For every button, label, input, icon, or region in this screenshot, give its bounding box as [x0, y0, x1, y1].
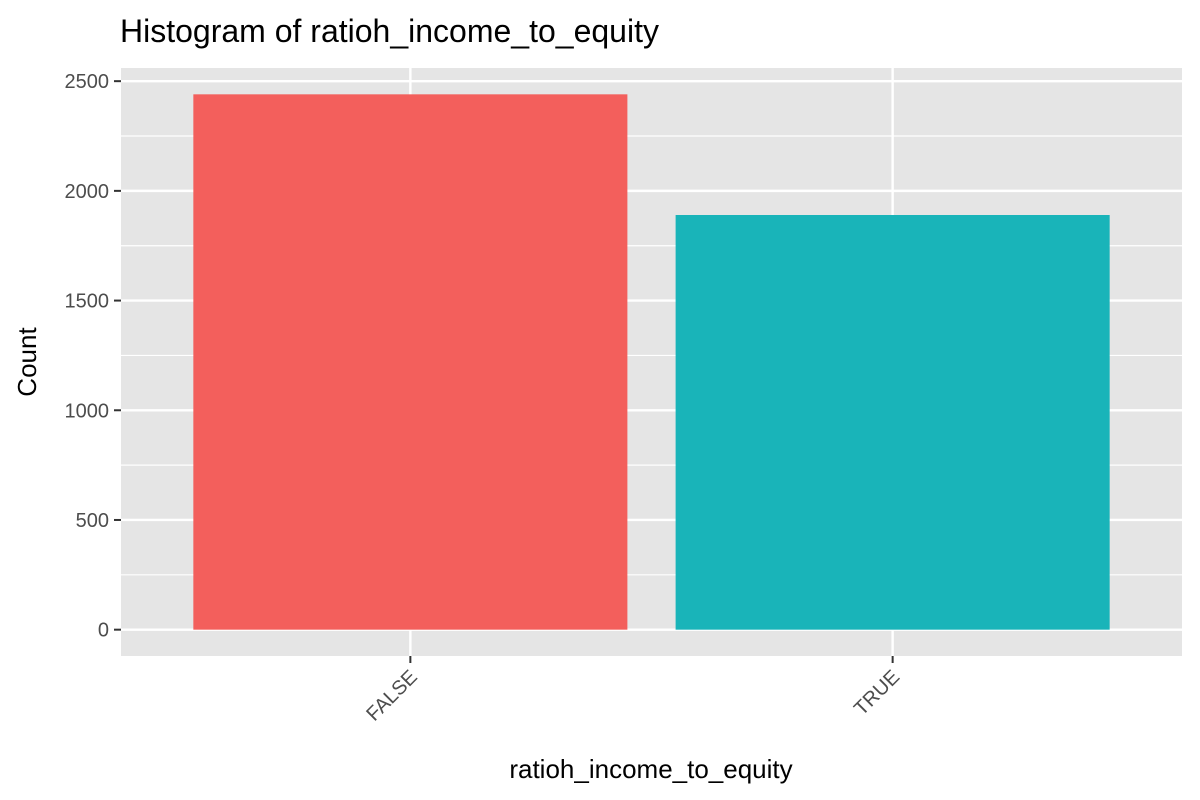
bars: [193, 94, 1110, 630]
x-tick-label: FALSE: [362, 666, 422, 726]
y-tick-label: 2000: [65, 181, 110, 203]
y-tick-label: 2500: [65, 71, 110, 93]
x-tick-label: TRUE: [850, 666, 904, 720]
y-axis: 0 500 1000 1500 2000 2500: [65, 71, 121, 642]
bar-true: [675, 215, 1110, 630]
y-tick-label: 1500: [65, 291, 110, 313]
y-axis-title: Count: [12, 327, 42, 397]
x-axis-title: ratioh_income_to_equity: [509, 754, 792, 784]
y-tick-label: 0: [98, 620, 109, 642]
x-axis: FALSE TRUE: [362, 656, 904, 726]
y-tick-label: 1000: [65, 400, 110, 422]
y-tick-label: 500: [76, 510, 109, 532]
bar-false: [193, 94, 628, 630]
chart-title: Histogram of ratioh_income_to_equity: [120, 13, 659, 49]
